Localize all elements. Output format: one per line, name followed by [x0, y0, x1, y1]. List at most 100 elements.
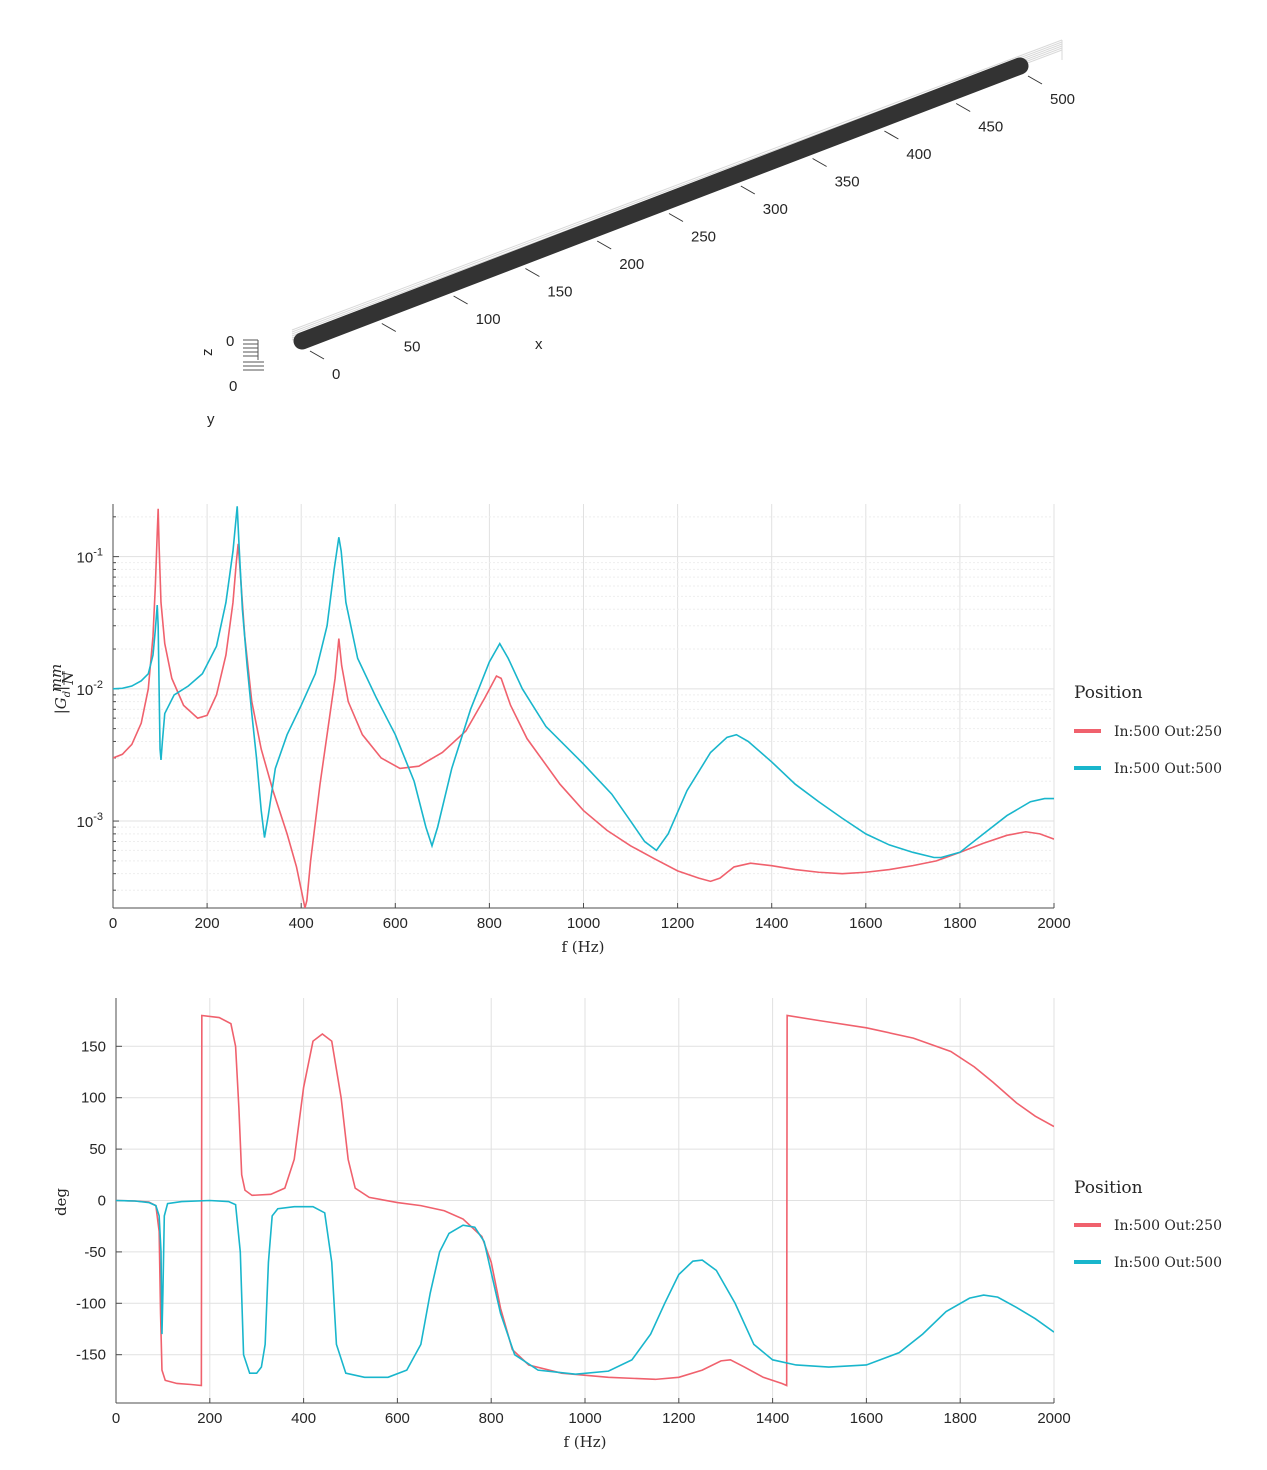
beam-x-tick: [884, 130, 899, 140]
y-tick-exponent: -2: [93, 679, 103, 691]
beam-x-tick-label: 50: [404, 339, 421, 356]
beam-x-tick: [740, 185, 756, 195]
magnitude-y-label-bar: |: [52, 686, 70, 691]
magnitude-legend-title: Position: [1074, 683, 1143, 703]
beam-x-tick: [381, 323, 397, 332]
y-tick-label: 10-2: [77, 679, 103, 699]
x-tick-label: 1400: [755, 915, 788, 932]
magnitude-legend-label-1: In:500 Out:500: [1114, 761, 1222, 777]
y-tick-exponent: -1: [93, 547, 103, 559]
beam-z-axis-label: z: [199, 349, 216, 357]
x-tick-label: 400: [289, 915, 314, 932]
phase-legend-label-1: In:500 Out:500: [1114, 1255, 1222, 1271]
beam-x-tick-label: 500: [1050, 91, 1075, 108]
beam-body: [293, 57, 1029, 350]
y-tick-label: 150: [81, 1038, 106, 1055]
y-tick-base: 10: [77, 682, 94, 699]
beam-z-tick-label: 0: [226, 333, 234, 350]
beam-x-ticks: 0 50 100 150 200 250 300 350 400 450 500: [309, 75, 1075, 383]
magnitude-x-axis-label: f (Hz): [561, 938, 604, 956]
x-tick-label: 1600: [849, 915, 882, 932]
phase-plot: 0 200 400 600 800 1000 1200 1400 1600 1800 2000 15…: [52, 998, 1222, 1451]
phase-series: [116, 1014, 1054, 1387]
x-tick-label: 200: [195, 915, 220, 932]
beam-x-tick-label: 300: [763, 201, 788, 218]
x-tick-label: 1000: [567, 915, 600, 932]
magnitude-y-label-sub: d: [62, 691, 73, 697]
magnitude-y-axis-label: |Gd| mm N: [47, 664, 77, 714]
series-line-0: [113, 508, 1054, 908]
phase-x-axis-label: f (Hz): [563, 1433, 606, 1451]
series-line-1: [116, 1199, 1054, 1379]
y-tick-base: 10: [77, 814, 94, 831]
beam-x-tick-label: 150: [547, 284, 572, 301]
x-tick-label: 1800: [943, 915, 976, 932]
magnitude-plot: 0 200 400 600 800 1000 1200 1400 1600 1800 2000 10…: [47, 504, 1222, 956]
beam-3d-plot: 0 50 100 150 200 250 300 350 400 450 500 x z 0 0 y: [199, 39, 1075, 428]
phase-x-tick-labels: 0 200 400 600 800 1000 1200 1400 1600 1800 2000: [112, 1410, 1071, 1427]
x-tick-label: 1400: [756, 1410, 789, 1427]
magnitude-series: [113, 506, 1054, 908]
beam-x-tick: [668, 213, 684, 222]
magnitude-legend: Position In:500 Out:250 In:500 Out:500: [1074, 683, 1222, 777]
x-tick-label: 1800: [944, 1410, 977, 1427]
beam-box-line: [291, 39, 1063, 331]
beam-y-axis-label: y: [207, 411, 215, 428]
beam-x-tick-label: 0: [332, 366, 340, 383]
beam-x-tick-label: 100: [476, 311, 501, 328]
phase-y-axis-label: deg: [52, 1188, 70, 1216]
x-tick-label: 200: [197, 1410, 222, 1427]
phase-y-tick-labels: 150 100 50 0 -50 -100 -150: [76, 1038, 106, 1363]
y-tick-label: 0: [98, 1193, 106, 1210]
magnitude-y-label-main: |G: [52, 697, 70, 714]
beam-x-axis-label: x: [535, 336, 543, 353]
y-tick-base: 10: [77, 550, 94, 567]
x-tick-label: 1000: [568, 1410, 601, 1427]
phase-grid: [115, 998, 1055, 1403]
x-tick-label: 1200: [662, 1410, 695, 1427]
x-tick-label: 0: [112, 1410, 120, 1427]
beam-x-tick: [453, 295, 468, 305]
beam-x-tick-label: 450: [978, 119, 1003, 136]
beam-x-tick: [309, 350, 325, 360]
beam-x-tick: [1027, 75, 1043, 85]
magnitude-axes: [112, 504, 1055, 909]
beam-x-tick-label: 350: [835, 174, 860, 191]
y-tick-label: 50: [89, 1141, 106, 1158]
x-tick-label: 1200: [661, 915, 694, 932]
beam-x-tick: [955, 103, 971, 112]
beam-y-tick-label: 0: [229, 378, 237, 395]
magnitude-y-label-num: mm: [47, 664, 65, 692]
phase-legend-label-0: In:500 Out:250: [1114, 1218, 1222, 1234]
x-tick-label: 1600: [850, 1410, 883, 1427]
y-tick-label: -50: [84, 1244, 106, 1261]
phase-legend-title: Position: [1074, 1178, 1143, 1198]
x-tick-label: 800: [477, 915, 502, 932]
y-tick-label: 10-1: [77, 547, 103, 567]
beam-x-tick-label: 250: [691, 229, 716, 246]
beam-x-tick: [596, 240, 612, 250]
beam-x-tick-label: 400: [906, 146, 931, 163]
magnitude-y-tick-labels: 10-110-210-3: [77, 547, 103, 831]
y-tick-label: -150: [76, 1347, 106, 1364]
x-tick-label: 600: [385, 1410, 410, 1427]
magnitude-grid: [112, 504, 1055, 908]
x-tick-label: 400: [291, 1410, 316, 1427]
beam-x-tick-label: 200: [619, 256, 644, 273]
beam-yz-axis-ticks: [243, 339, 264, 371]
svg-text:|Gd|: |Gd|: [52, 686, 73, 715]
series-line-0: [116, 1014, 1054, 1387]
x-tick-label: 600: [383, 915, 408, 932]
x-tick-label: 2000: [1037, 915, 1070, 932]
x-tick-label: 0: [109, 915, 117, 932]
y-tick-label: 100: [81, 1090, 106, 1107]
magnitude-y-label-den: N: [59, 671, 77, 686]
y-tick-exponent: -3: [93, 811, 103, 823]
phase-legend: Position In:500 Out:250 In:500 Out:500: [1074, 1178, 1222, 1271]
series-line-1: [113, 506, 1054, 859]
beam-x-tick: [525, 268, 540, 277]
y-tick-label: -100: [76, 1295, 106, 1312]
magnitude-legend-label-0: In:500 Out:250: [1114, 724, 1222, 740]
magnitude-x-tick-labels: 0 200 400 600 800 1000 1200 1400 1600 1800 2000: [109, 915, 1071, 932]
